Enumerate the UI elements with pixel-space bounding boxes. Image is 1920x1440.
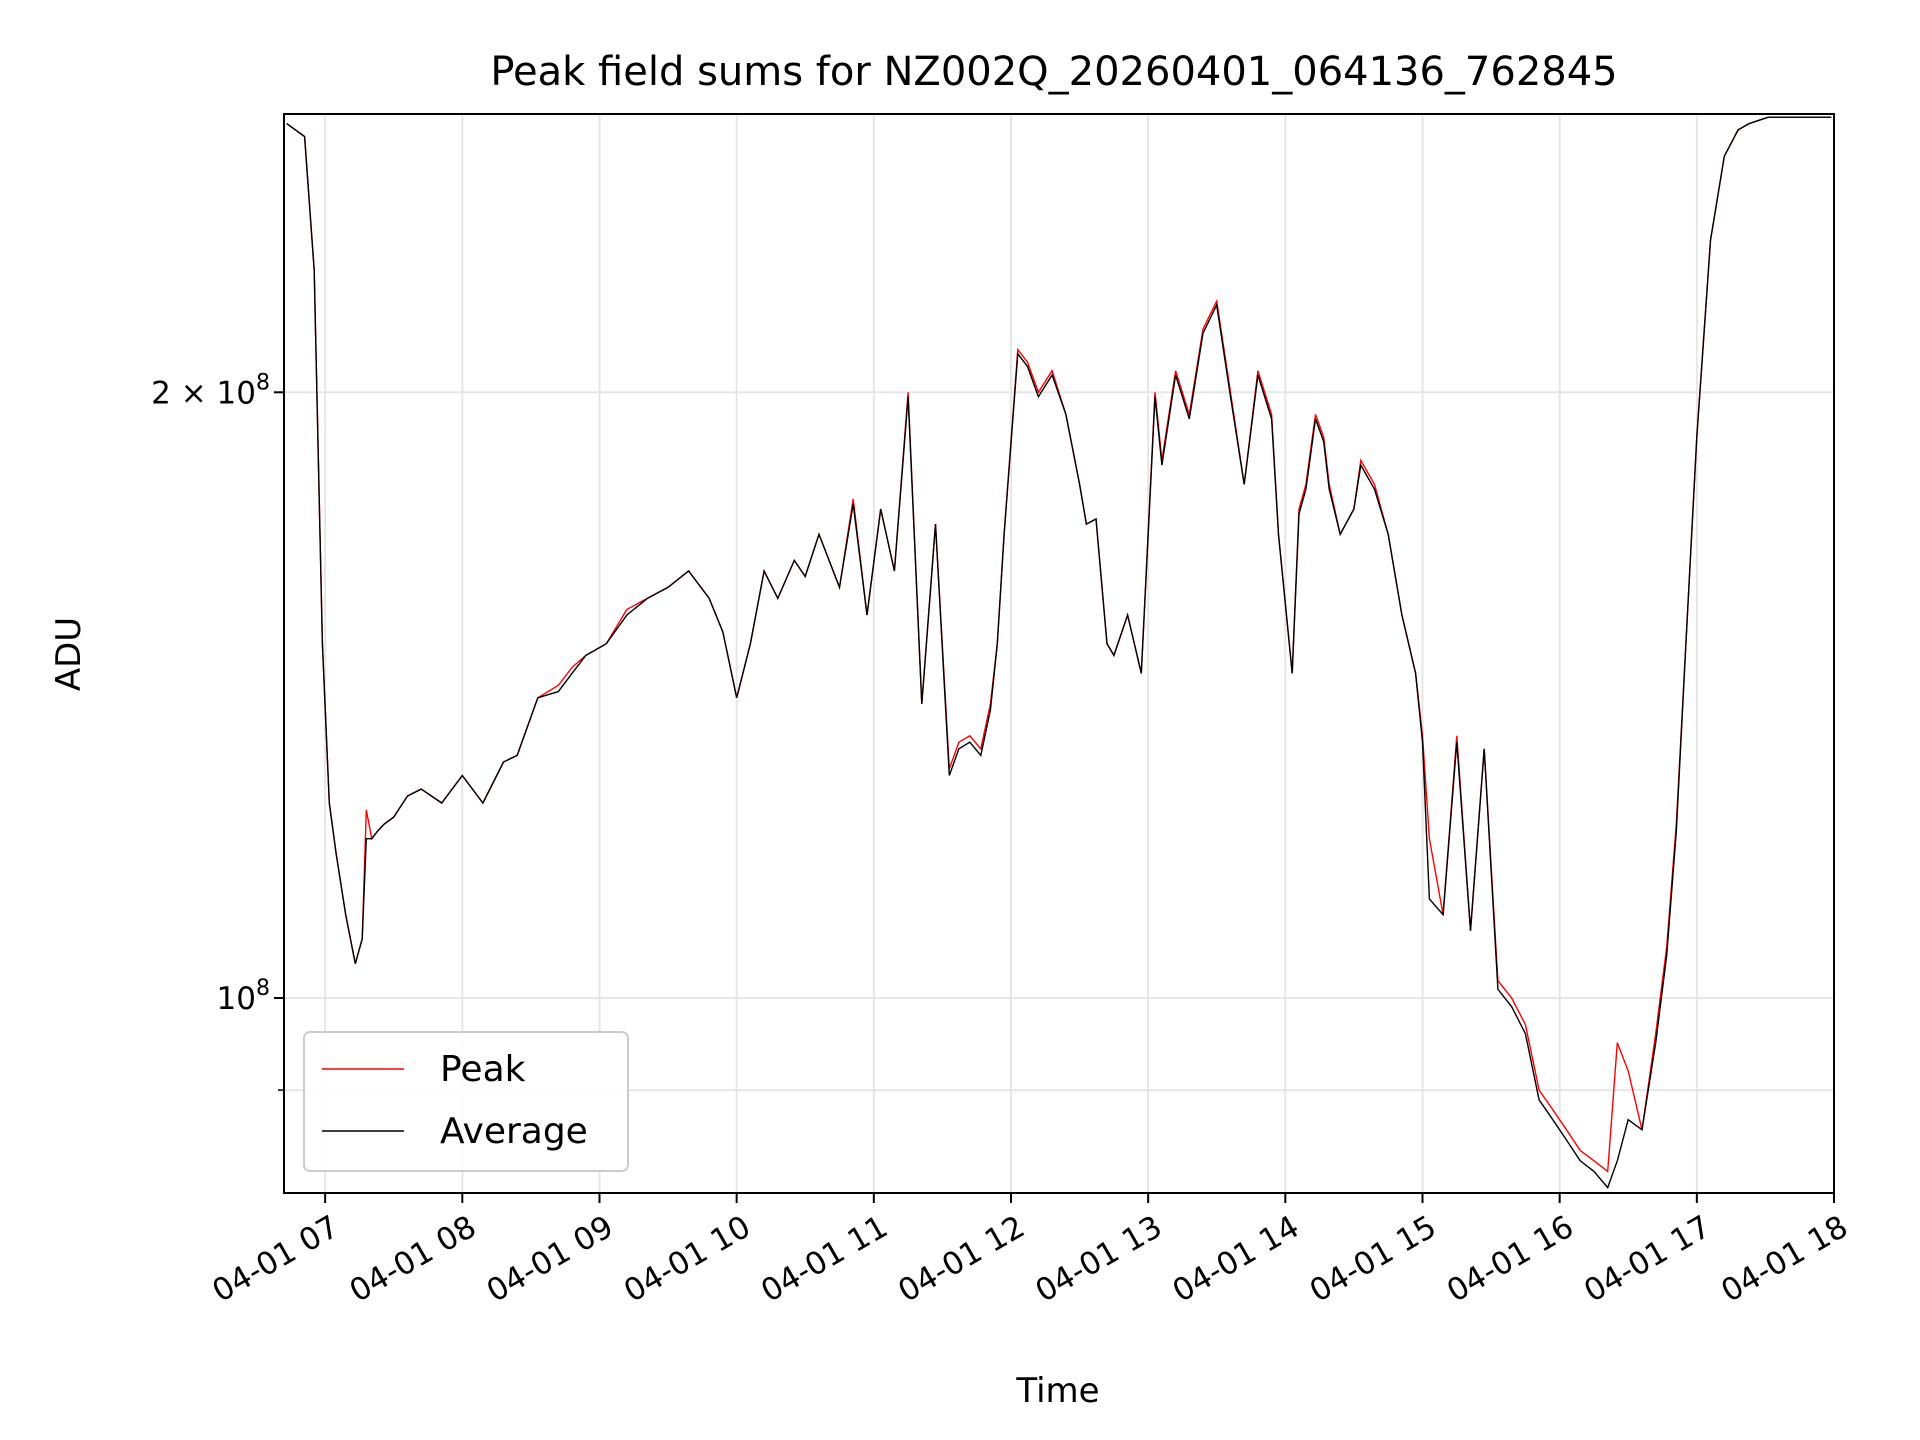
- legend-box: [303, 1031, 629, 1172]
- y-tick-label: 108: [217, 976, 270, 1017]
- legend: Peak Average: [303, 1031, 629, 1172]
- y-tick-label: 2 × 108: [151, 370, 270, 411]
- y-axis-ticks: 108 2 × 108: [151, 370, 284, 1091]
- legend-label-average: Average: [440, 1111, 588, 1152]
- chart-title: Peak field sums for NZ002Q_20260401_0641…: [490, 49, 1617, 95]
- plot-frame: [283, 113, 1835, 1194]
- y-axis-label: ADU: [49, 617, 89, 691]
- plot-lines: [286, 116, 1832, 1189]
- x-axis-label: Time: [1015, 1371, 1099, 1411]
- legend-label-peak: Peak: [440, 1049, 526, 1090]
- series-line-average: [286, 116, 1832, 1189]
